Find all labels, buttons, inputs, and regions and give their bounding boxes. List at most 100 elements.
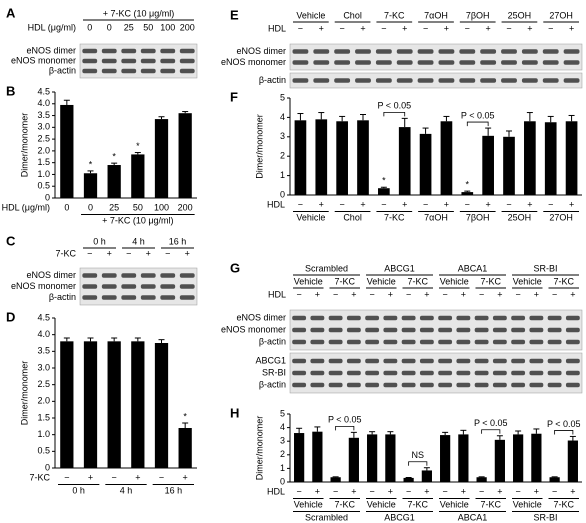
y-tick-label: 3.5 [37, 110, 50, 120]
band [563, 60, 580, 65]
header-label: + [388, 289, 393, 299]
bar [60, 104, 74, 198]
header-label: − [165, 248, 170, 258]
band [542, 60, 559, 65]
x-tick-label: 50 [133, 202, 143, 212]
band [419, 370, 434, 376]
header-label: 7-KC [407, 276, 428, 286]
band [474, 358, 489, 364]
band [456, 315, 471, 321]
bracket-label: P < 0.05 [474, 418, 508, 428]
y-tick-label: 2.5 [37, 133, 50, 143]
bar [503, 136, 515, 195]
x-tick-label: − [381, 199, 386, 209]
y-tick-label: 3.0 [37, 362, 50, 372]
band [310, 315, 325, 321]
blot-strip [289, 72, 583, 89]
band [419, 358, 434, 364]
group-label: 25OH [508, 212, 532, 222]
group-label: ABCA1 [458, 512, 488, 522]
band [334, 78, 351, 83]
band [160, 48, 176, 54]
band-label: eNOS monomer [221, 57, 286, 67]
row-label: HDL (μg/ml) [28, 22, 76, 32]
x-tick-label: − [369, 486, 374, 496]
band [438, 339, 453, 345]
band [542, 49, 559, 54]
panel-letter: C [6, 233, 16, 248]
blot-strip [79, 43, 198, 79]
band [121, 58, 137, 64]
band [101, 48, 117, 54]
bar [367, 434, 378, 482]
band [511, 382, 526, 388]
significance-mark: * [382, 176, 386, 186]
band [474, 339, 489, 345]
header-label: Chol [343, 10, 362, 20]
header-label: 16 h [169, 236, 187, 246]
y-tick-label: 4 [280, 422, 285, 432]
group-label: 7αOH [424, 212, 448, 222]
header-label: + [486, 23, 491, 33]
group-label: 7βOH [466, 212, 490, 222]
x-tick-label: − [406, 486, 411, 496]
x-tick-label: + [319, 199, 324, 209]
bar [440, 121, 453, 195]
band [401, 339, 416, 345]
y-tick-label: 2.0 [37, 145, 50, 155]
band [417, 49, 434, 54]
y-tick-label: 4.5 [37, 312, 50, 322]
band [160, 68, 176, 74]
band [334, 60, 351, 65]
band [492, 327, 507, 333]
band [82, 295, 98, 300]
header-label: − [340, 23, 345, 33]
band [501, 78, 517, 83]
band-label: eNOS monomer [11, 281, 76, 291]
x-tick-label: + [183, 472, 188, 482]
bracket-label: P < 0.05 [547, 419, 581, 429]
band [179, 273, 195, 278]
panel-letter: E [230, 7, 239, 22]
header-label: 4 h [132, 236, 145, 246]
band [529, 339, 544, 345]
y-tick-label: 2.0 [37, 396, 50, 406]
y-tick-label: 0 [45, 462, 50, 472]
band [101, 295, 117, 300]
header-label: Vehicle [296, 10, 325, 20]
band [529, 327, 544, 333]
y-axis-label: Dimer/monomer [254, 416, 264, 481]
header-label: − [298, 23, 303, 33]
header-label: + [534, 289, 539, 299]
band [328, 339, 343, 345]
band-label: ABCG1 [255, 355, 286, 365]
band-label: eNOS monomer [11, 55, 76, 65]
band [179, 58, 195, 64]
header-label: 27OH [549, 10, 573, 20]
group-label: Vehicle [296, 212, 325, 222]
band [160, 273, 176, 278]
y-tick-label: 2 [280, 449, 285, 459]
bracket-label: NS [411, 450, 424, 460]
band [310, 339, 325, 345]
band [521, 60, 538, 65]
band [310, 358, 325, 364]
significance-mark: * [112, 152, 116, 162]
header-label: − [552, 289, 557, 299]
band [375, 78, 392, 83]
header-label: 0 h [93, 236, 106, 246]
header-label: − [406, 289, 411, 299]
header-label: 7βOH [466, 10, 490, 20]
band-label: β-actin [259, 75, 286, 85]
band [529, 358, 544, 364]
band [292, 315, 307, 321]
band [121, 68, 137, 74]
bracket-label: P < 0.05 [461, 110, 495, 120]
group-label: ABCG1 [384, 512, 415, 522]
band [355, 60, 371, 65]
x-tick-label: − [112, 472, 117, 482]
band [365, 327, 380, 333]
x-tick-label: − [340, 199, 345, 209]
